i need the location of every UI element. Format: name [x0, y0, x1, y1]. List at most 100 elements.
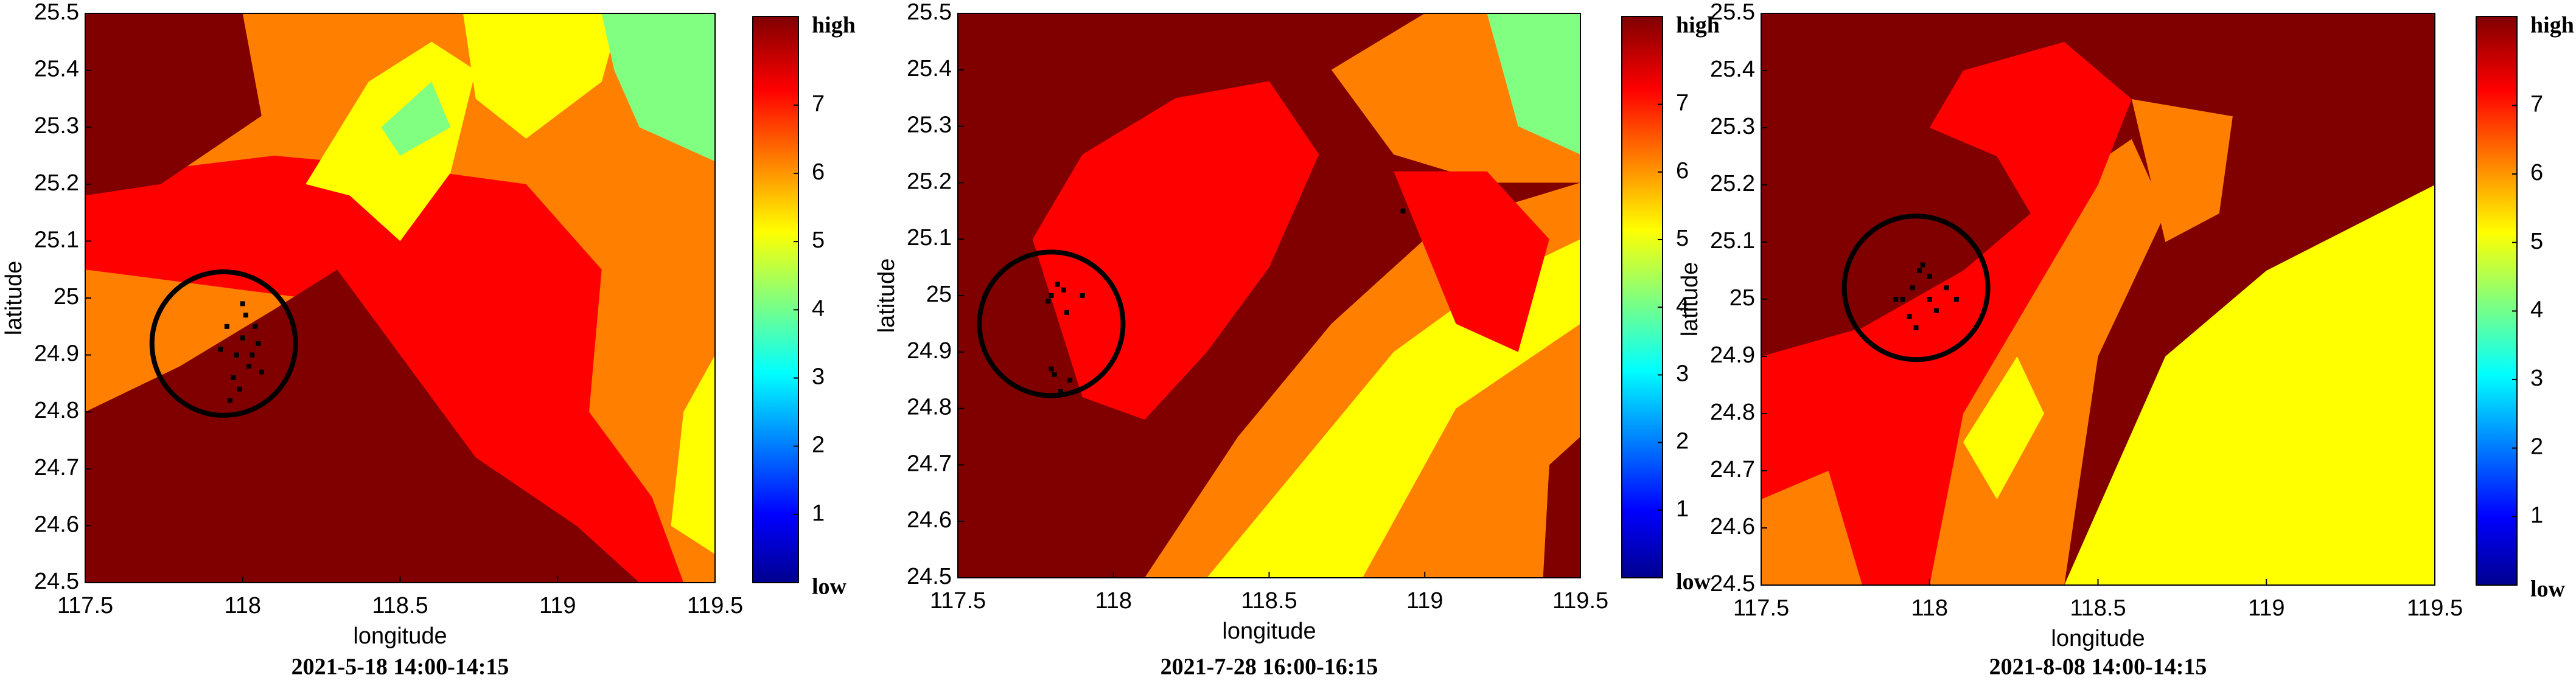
x-tick-label: 117.5: [1733, 595, 1789, 621]
y-tick-label: 25.1: [34, 227, 79, 252]
y-axis-label: latitude: [874, 258, 899, 333]
point: [1080, 293, 1085, 298]
y-tick-label: 24.7: [907, 451, 952, 476]
colorbar-tick-label: 4: [812, 296, 825, 321]
x-tick-label: 119: [1406, 588, 1443, 614]
caption: 2021-5-18 14:00-14:15: [291, 654, 509, 680]
annotation-circle: [1841, 213, 1991, 362]
x-tick-label: 119: [2248, 595, 2285, 621]
colorbar-tick-label: 6: [2530, 160, 2543, 185]
colorbar-high-label: high: [812, 13, 856, 38]
point: [253, 324, 258, 329]
colorbar-tick-label: 1: [2530, 502, 2543, 528]
y-tick-label: 25.5: [907, 0, 952, 25]
point: [1927, 297, 1932, 302]
y-tick-label: 25.2: [1710, 171, 1755, 196]
point: [246, 364, 252, 369]
heatmap-region: [1543, 437, 1580, 578]
colorbar-tick-label: 5: [2530, 229, 2543, 254]
heatmap-region: [1032, 81, 1319, 420]
y-tick-label: 25.3: [34, 113, 79, 139]
y-axis-label: latitude: [1, 261, 27, 336]
point: [218, 347, 223, 352]
colorbar-tick-label: 4: [1676, 293, 1689, 319]
x-tick-label: 118.5: [372, 593, 428, 619]
y-tick-label: 25.5: [1710, 0, 1755, 25]
colorbar: [1621, 16, 1663, 578]
heatmap-region: [85, 269, 640, 583]
point: [240, 301, 245, 307]
point: [1917, 268, 1922, 273]
heatmap-region: [1487, 13, 1580, 154]
y-tick-label: 25.2: [34, 170, 79, 196]
point: [1927, 274, 1932, 279]
point: [1049, 293, 1054, 298]
heatmap-region: [1394, 171, 1549, 352]
panel: 117.5 118 118.5 119 119.5 24.5 24.6 24.7 24.8 24.…: [1677, 0, 2574, 680]
point: [231, 375, 236, 381]
point: [1061, 287, 1066, 293]
point: [1913, 325, 1919, 330]
y-tick-label: 24.9: [907, 338, 952, 364]
heatmap-region: [2131, 99, 2233, 242]
x-tick-label: 118: [1095, 588, 1132, 614]
colorbar-tick-label: 1: [812, 501, 825, 526]
colorbar-tick-label: 3: [2530, 366, 2543, 391]
y-tick-label: 25.3: [1710, 114, 1755, 139]
y-tick-label: 25: [926, 282, 952, 307]
point: [1067, 378, 1073, 383]
heatmap-region: [85, 13, 262, 196]
colorbar-tick-label: 2: [812, 432, 825, 458]
caption: 2021-8-08 14:00-14:15: [1989, 654, 2207, 680]
colorbar-tick-label: 6: [1676, 158, 1689, 184]
annotation-circle: [149, 269, 298, 418]
colorbar-tick-label: 7: [812, 91, 825, 117]
point: [1064, 310, 1070, 315]
y-tick-label: 25.2: [907, 168, 952, 194]
point: [1920, 262, 1925, 268]
x-tick-label: 117.5: [930, 588, 986, 614]
heatmap-region: [381, 81, 451, 156]
x-tick-label: 119: [539, 593, 576, 619]
caption: 2021-7-28 16:00-16:15: [1161, 654, 1378, 680]
point: [1900, 297, 1905, 302]
point: [1893, 297, 1899, 302]
annotation-circle: [977, 249, 1126, 398]
point: [1045, 299, 1051, 304]
y-tick-label: 24.5: [34, 569, 79, 594]
colorbar-tick-label: 5: [1676, 226, 1689, 251]
colorbar-tick-label: 3: [1676, 361, 1689, 386]
point: [256, 341, 261, 346]
colorbar-tick-label: 2: [2530, 434, 2543, 460]
colorbar-high-label: high: [1676, 13, 1720, 38]
point: [228, 398, 233, 403]
x-tick-label: 118.5: [2070, 595, 2126, 621]
point: [1910, 285, 1916, 291]
point: [259, 369, 264, 375]
x-tick-label: 119.5: [1552, 588, 1608, 614]
y-tick-label: 24.5: [907, 564, 952, 589]
plot-area: [958, 13, 1580, 578]
point: [237, 386, 242, 392]
heatmap-region: [1761, 471, 1863, 585]
point: [224, 324, 229, 329]
y-axis-label: latitude: [1677, 262, 1703, 337]
colorbar-tick-label: 1: [1676, 496, 1689, 522]
point: [1400, 208, 1406, 213]
point: [243, 313, 248, 318]
x-tick-label: 117.5: [57, 593, 113, 619]
y-tick-label: 25: [54, 284, 79, 310]
colorbar-tick-label: 5: [812, 227, 825, 253]
point: [1058, 389, 1063, 394]
x-tick-label: 118: [1911, 595, 1948, 621]
colorbar-tick-label: 3: [812, 364, 825, 390]
heatmap-region: [1963, 356, 2044, 499]
colorbar-high-label: high: [2530, 13, 2574, 38]
colorbar-tick-label: 4: [2530, 297, 2543, 322]
y-tick-label: 25.4: [1710, 57, 1755, 82]
y-tick-label: 24.7: [1710, 457, 1755, 482]
point: [1907, 314, 1912, 319]
y-tick-label: 24.6: [1710, 514, 1755, 539]
point: [1052, 372, 1057, 377]
colorbar: [2476, 16, 2518, 586]
